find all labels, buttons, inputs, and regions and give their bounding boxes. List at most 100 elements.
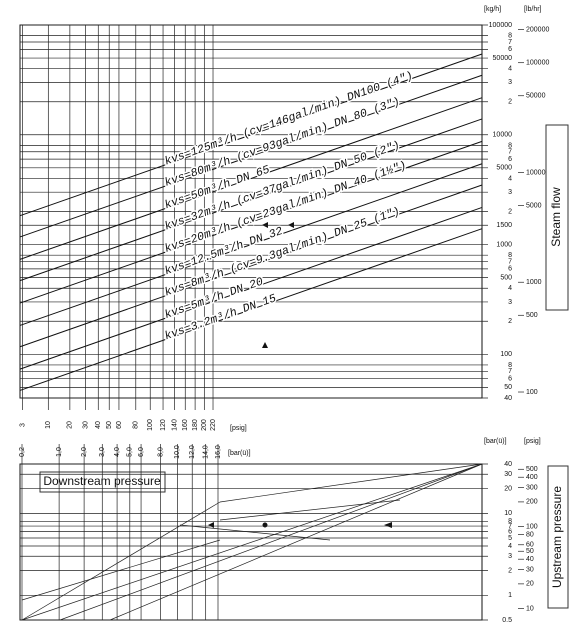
y-tick-label: 100	[500, 351, 512, 358]
dn-label: DN 32	[248, 225, 285, 249]
y2-tick-label: 50	[526, 548, 534, 555]
y-tick-label: 5000	[496, 165, 512, 172]
y2-tick-label: 100000	[526, 60, 549, 67]
x-tick-label: 8,0	[157, 447, 164, 457]
y-tick-label: 50000	[493, 55, 513, 62]
y-tick-label: 7	[508, 523, 512, 530]
y-tick-label: 100000	[489, 22, 512, 29]
dn-label: DN 15	[241, 292, 278, 316]
unit-label: [psig]	[524, 438, 541, 445]
x-tick-label: 14,0	[203, 445, 210, 459]
unit-label: [bar(ü)]	[484, 438, 507, 445]
y-tick-label: 3	[508, 299, 512, 306]
kvs-line	[19, 228, 483, 391]
y2-tick-label: 30	[526, 566, 534, 573]
y-tick-label: 6	[508, 46, 512, 53]
y2-tick-label: 300	[526, 484, 538, 491]
y-tick-label: 40	[504, 395, 512, 402]
x-tick-label: 1,0	[56, 447, 63, 457]
x-tick-label: 12,0	[189, 445, 196, 459]
y-tick-label: 10	[504, 510, 512, 517]
y-tick-label: 4	[508, 175, 512, 182]
y-tick-label: 2	[508, 99, 512, 106]
y-tick-label: 6	[508, 528, 512, 535]
arrow	[262, 342, 268, 348]
y-tick-label: 8	[508, 142, 512, 149]
x-tick-label: 4,0	[114, 447, 121, 457]
y-tick-label: 8	[508, 518, 512, 525]
x-tick-label: 140	[171, 419, 178, 431]
y2-tick-label: 200000	[526, 26, 549, 33]
y-tick-label: 1500	[496, 222, 512, 229]
kvs-line	[19, 118, 483, 282]
hatch	[179, 524, 331, 541]
y-tick-label: 4	[508, 285, 512, 292]
y-tick-label: 3	[508, 553, 512, 560]
y2-tick-label: 50000	[526, 93, 546, 100]
dn-label: DN 65	[235, 163, 272, 187]
x-tick-label: 180	[192, 419, 199, 431]
hatch	[21, 501, 221, 621]
y-tick-label: 8	[508, 362, 512, 369]
x-tick-label: 60	[116, 421, 123, 429]
hatch	[21, 463, 483, 621]
dn-label: DN 25 (1")	[332, 205, 401, 240]
dn-label: DN100 (4")	[345, 70, 414, 105]
hatch	[21, 539, 221, 601]
y-tick-label: 6	[508, 376, 512, 383]
dn-label: DN 20	[228, 276, 265, 300]
label-box	[547, 465, 569, 609]
y2-tick-label: 1000	[526, 279, 542, 286]
y-tick-label: 0.5	[502, 617, 512, 624]
y-tick-label: 3	[508, 79, 512, 86]
x-tick-label: 220	[210, 419, 217, 431]
y-tick-label: 50	[504, 384, 512, 391]
x-tick-label: 120	[160, 419, 167, 431]
x-tick-label: 3,0	[99, 447, 106, 457]
y2-tick-label: 200	[526, 499, 538, 506]
y-tick-label: 1000	[496, 241, 512, 248]
label-box	[545, 124, 569, 311]
y-tick-label: 8	[508, 32, 512, 39]
y-tick-label: 4	[508, 543, 512, 550]
y-tick-label: 20	[504, 486, 512, 493]
y-tick-label: 2	[508, 318, 512, 325]
y2-tick-label: 5000	[526, 202, 542, 209]
y-axis-label: Upstream pressure	[550, 486, 564, 588]
y-tick-label: 3	[508, 189, 512, 196]
kvs-line	[19, 184, 483, 348]
x-tick-label: 40	[95, 421, 102, 429]
x-tick-label: 16,0	[215, 445, 222, 459]
y2-tick-label: 80	[526, 531, 534, 538]
unit-label: [bar(ü)]	[228, 450, 251, 457]
hatch	[219, 463, 483, 503]
x-tick-label: 10,0	[174, 445, 181, 459]
point	[262, 522, 268, 528]
y-tick-label: 8	[508, 252, 512, 259]
y-tick-label: 5	[508, 535, 512, 542]
kvs-line	[19, 97, 483, 260]
y-tick-label: 40	[504, 461, 512, 468]
kvs-line	[19, 74, 483, 238]
kvs-line	[19, 206, 483, 370]
y-axis-label: Steam flow	[549, 187, 563, 247]
x-tick-label: 20	[67, 421, 74, 429]
kvs-line	[19, 163, 483, 326]
y-tick-label: 7	[508, 368, 512, 375]
bottom-hatching	[21, 463, 483, 621]
x-tick-label: 5,0	[127, 447, 134, 457]
x-tick-label: 6,0	[138, 447, 145, 457]
y2-tick-label: 40	[526, 556, 534, 563]
y2-tick-label: 500	[526, 312, 538, 319]
x-tick-label: 2,0	[81, 447, 88, 457]
kvs-line	[19, 53, 483, 217]
y-tick-label: 7	[508, 258, 512, 265]
x-tick-label: 30	[82, 421, 89, 429]
unit-label: [psig]	[230, 425, 247, 432]
hatch	[219, 499, 401, 521]
y-tick-label: 500	[500, 274, 512, 281]
y-tick-label: 7	[508, 39, 512, 46]
y-tick-label: 4	[508, 66, 512, 73]
y2-tick-label: 10000	[526, 169, 546, 176]
